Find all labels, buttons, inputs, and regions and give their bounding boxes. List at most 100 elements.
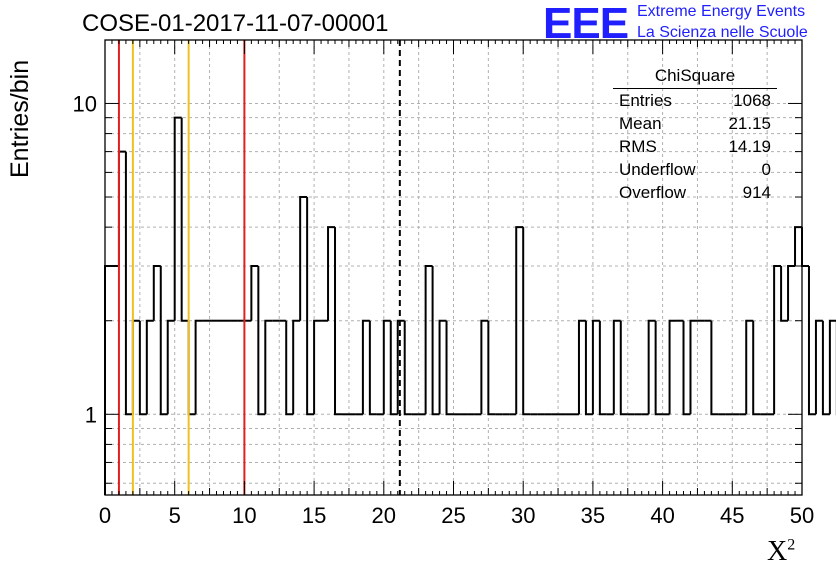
histogram-bin xyxy=(821,320,830,416)
histogram-bin xyxy=(424,264,433,415)
histogram-bin xyxy=(814,319,823,415)
x-tick-label: 50 xyxy=(790,503,814,528)
histogram-bin xyxy=(250,264,259,321)
histogram-bin xyxy=(173,116,182,321)
stats-row-underflow: Underflow 0 xyxy=(613,158,777,181)
histogram-bin xyxy=(773,264,782,415)
stats-value: 0 xyxy=(761,160,771,179)
histogram-bin xyxy=(612,319,621,415)
histogram-bin xyxy=(828,319,836,415)
histogram-bin xyxy=(194,319,203,415)
logo-line-2: La Scienza nelle Scuole xyxy=(637,24,808,41)
histogram-bin xyxy=(131,319,140,415)
stats-value: 914 xyxy=(742,183,771,202)
eee-logo: EEE xyxy=(543,0,629,48)
histogram-bin xyxy=(166,319,175,415)
histogram-bin xyxy=(807,265,816,416)
axis-ticks: 0 5 10 15 20 25 30 35 40 45 50 1 10 xyxy=(73,40,814,528)
histogram-bin xyxy=(264,319,273,415)
grid xyxy=(105,40,802,495)
stats-row-entries: Entries 1068 xyxy=(613,89,777,112)
histogram-bin xyxy=(382,319,391,415)
histogram-bin xyxy=(361,319,370,415)
histogram-bin xyxy=(159,265,168,416)
histogram-bin xyxy=(480,319,489,415)
histogram-bin xyxy=(654,320,663,416)
stats-value: 21.15 xyxy=(728,114,771,133)
histogram-bin xyxy=(368,320,377,416)
histogram-bin xyxy=(292,319,301,415)
stats-value: 1068 xyxy=(733,91,771,110)
stats-label: Entries xyxy=(619,91,672,110)
stats-title: ChiSquare xyxy=(613,64,777,89)
histogram-bin xyxy=(187,320,196,416)
x-tick-label: 0 xyxy=(99,503,111,528)
histogram-bin xyxy=(145,319,154,415)
histogram-bin xyxy=(801,227,809,267)
x-tick-label: 30 xyxy=(511,503,535,528)
histogram-bin xyxy=(138,320,147,416)
histogram-bin xyxy=(787,264,796,321)
histogram-bin xyxy=(403,320,412,416)
y-axis-label: Entries/bin xyxy=(6,59,34,178)
x-axis-label: X2 xyxy=(767,536,795,568)
histogram-bin xyxy=(591,319,600,415)
x-tick-label: 35 xyxy=(581,503,605,528)
histogram-bin xyxy=(445,320,454,416)
histogram-bin xyxy=(515,226,524,415)
stats-label: RMS xyxy=(619,137,657,156)
x-axis-label-base: X xyxy=(767,536,788,567)
histogram-bin xyxy=(313,319,322,415)
stats-label: Overflow xyxy=(619,183,687,202)
y-tick-label: 10 xyxy=(73,91,97,116)
histogram-bin xyxy=(180,117,189,322)
histogram-bin xyxy=(117,150,126,266)
histogram-bin xyxy=(438,319,447,415)
x-tick-label: 45 xyxy=(720,503,744,528)
stats-value: 14.19 xyxy=(728,137,771,156)
logo-line-1: Extreme Energy Events xyxy=(637,3,806,20)
histogram-bin xyxy=(104,264,112,495)
histogram-bin xyxy=(745,319,754,415)
stats-row-mean: Mean 21.15 xyxy=(613,112,777,135)
histogram-bin xyxy=(682,320,691,416)
histogram-bin xyxy=(431,265,440,416)
histogram-bin xyxy=(668,319,677,415)
histogram-bin xyxy=(577,319,586,415)
histogram-bin xyxy=(334,227,342,416)
histogram-bin xyxy=(647,319,656,415)
histogram-bin xyxy=(396,319,405,415)
x-tick-label: 5 xyxy=(169,503,181,528)
stats-row-rms: RMS 14.19 xyxy=(613,135,777,158)
histogram-bin xyxy=(752,320,761,416)
histogram-bin xyxy=(710,320,719,416)
chart-title: COSE-01-2017-11-07-00001 xyxy=(82,10,389,37)
stats-box: ChiSquare Entries 1068 Mean 21.15 RMS 14.19… xyxy=(613,64,777,204)
x-tick-label: 20 xyxy=(372,503,396,528)
histogram-bin xyxy=(598,320,607,416)
histogram-bin xyxy=(306,197,315,416)
histogram-bin xyxy=(689,319,698,415)
histogram-bin xyxy=(285,320,294,416)
histogram-bin xyxy=(522,227,531,416)
histogram-bin xyxy=(152,264,161,321)
x-axis-label-superscript: 2 xyxy=(787,536,796,554)
histogram-bin xyxy=(794,226,802,266)
histogram-bin xyxy=(124,151,133,416)
stats-row-overflow: Overflow 914 xyxy=(613,181,777,204)
histogram-bin xyxy=(780,265,789,322)
histogram-bin xyxy=(619,320,628,416)
y-tick-label: 1 xyxy=(85,402,97,427)
histogram-bin xyxy=(389,320,398,416)
x-tick-label: 10 xyxy=(232,503,256,528)
x-tick-label: 40 xyxy=(650,503,674,528)
x-tick-label: 25 xyxy=(441,503,465,528)
histogram-bin xyxy=(584,320,593,416)
x-tick-label: 15 xyxy=(302,503,326,528)
histogram-bin xyxy=(257,265,266,416)
histogram-bin xyxy=(327,226,336,321)
histogram xyxy=(104,116,836,495)
histogram-bin xyxy=(487,320,496,416)
stats-label: Mean xyxy=(619,114,662,133)
